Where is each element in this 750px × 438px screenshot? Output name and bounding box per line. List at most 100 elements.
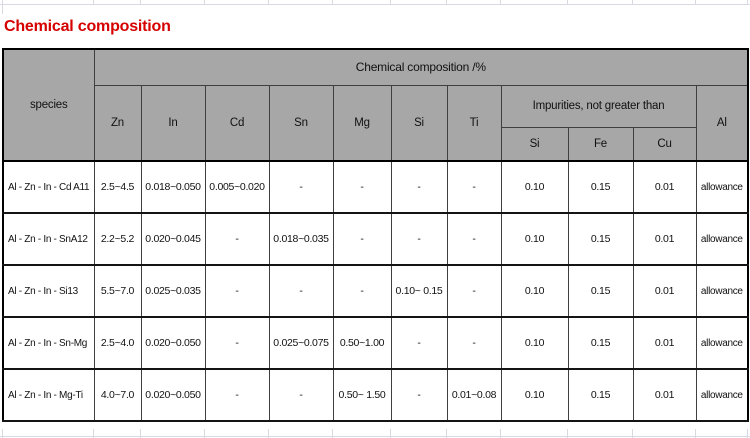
cell-zn: 2.5~4.0 [93, 316, 142, 370]
cell-sn: 0.018~0.035 [268, 212, 334, 266]
gridline-tick [332, 429, 333, 438]
header-zn: Zn [93, 84, 142, 162]
gridline-tick [390, 0, 391, 4]
gridline-tick [140, 0, 141, 4]
cell-in: 0.020~0.050 [140, 368, 206, 422]
table-row: Al - Zn - In - Mg-Ti 4.0~7.0 0.020~0.050… [2, 368, 749, 422]
cell-ti: - [446, 212, 502, 266]
cell-mg: 0.50~1.00 [332, 316, 392, 370]
header-sn: Sn [268, 84, 334, 162]
cell-zn: 2.5~4.5 [93, 160, 142, 214]
cell-imp-fe: 0.15 [567, 316, 634, 370]
gridline-tick [140, 429, 141, 438]
chemical-composition-table: species Chemical composition /% Zn In Cd… [2, 48, 750, 422]
header-ti: Ti [446, 84, 502, 162]
gridline-tick [93, 0, 94, 4]
cell-imp-si: 0.10 [500, 316, 569, 370]
gridline-tick [747, 0, 748, 4]
gridline-tick [747, 429, 748, 438]
cell-cd: - [204, 212, 270, 266]
gridline-tick [332, 0, 333, 4]
cell-ti: 0.01~0.08 [446, 368, 502, 422]
header-impurity-cu: Cu [632, 126, 697, 162]
cell-zn: 2.2~5.2 [93, 212, 142, 266]
cell-imp-fe: 0.15 [567, 264, 634, 318]
gridline-tick [695, 0, 696, 4]
cell-in: 0.020~0.045 [140, 212, 206, 266]
cell-mg: - [332, 212, 392, 266]
table-row: Al - Zn - In - SnA12 2.2~5.2 0.020~0.045… [2, 212, 749, 266]
cell-species: Al - Zn - In - Si13 [2, 264, 95, 318]
cell-species: Al - Zn - In - Cd A11 [2, 160, 95, 214]
header-mg: Mg [332, 84, 392, 162]
table-row: Al - Zn - In - Sn-Mg 2.5~4.0 0.020~0.050… [2, 316, 749, 370]
cell-si: - [390, 160, 448, 214]
cell-mg: 0.50~ 1.50 [332, 368, 392, 422]
cell-cd: - [204, 316, 270, 370]
cell-imp-si: 0.10 [500, 368, 569, 422]
cell-mg: - [332, 264, 392, 318]
cell-al: allowance [695, 212, 749, 266]
cell-al: allowance [695, 368, 749, 422]
gridline-tick [204, 0, 205, 4]
cell-al: allowance [695, 316, 749, 370]
gridline-tick [567, 429, 568, 438]
cell-species: Al - Zn - In - SnA12 [2, 212, 95, 266]
gridline-tick [567, 0, 568, 4]
cell-ti: - [446, 316, 502, 370]
cell-imp-cu: 0.01 [632, 212, 697, 266]
cell-si: - [390, 212, 448, 266]
gridline-tick [632, 0, 633, 4]
gridline-tick [2, 4, 3, 14]
cell-imp-cu: 0.01 [632, 316, 697, 370]
header-species: species [2, 48, 95, 162]
cell-mg: - [332, 160, 392, 214]
cell-zn: 4.0~7.0 [93, 368, 142, 422]
cell-species: Al - Zn - In - Sn-Mg [2, 316, 95, 370]
cell-species: Al - Zn - In - Mg-Ti [2, 368, 95, 422]
table-row: Al - Zn - In - Si13 5.5~7.0 0.025~0.035 … [2, 264, 749, 318]
cell-cd: 0.005~0.020 [204, 160, 270, 214]
cell-al: allowance [695, 264, 749, 318]
header-si: Si [390, 84, 448, 162]
gridline-horizontal-top [0, 4, 750, 5]
gridline-horizontal-bottom [0, 436, 750, 437]
gridline-tick [500, 429, 501, 438]
gridline-tick [500, 0, 501, 4]
cell-al: allowance [695, 160, 749, 214]
header-composition-group: Chemical composition /% [93, 48, 749, 86]
gridline-tick [632, 429, 633, 438]
cell-si: - [390, 368, 448, 422]
header-cd: Cd [204, 84, 270, 162]
cell-zn: 5.5~7.0 [93, 264, 142, 318]
cell-cd: - [204, 264, 270, 318]
gridline-tick [695, 429, 696, 438]
cell-cd: - [204, 368, 270, 422]
cell-ti: - [446, 264, 502, 318]
cell-in: 0.025~0.035 [140, 264, 206, 318]
gridline-tick [390, 429, 391, 438]
table-row: Al - Zn - In - Cd A11 2.5~4.5 0.018~0.05… [2, 160, 749, 214]
cell-sn: 0.025~0.075 [268, 316, 334, 370]
cell-imp-cu: 0.01 [632, 160, 697, 214]
cell-imp-si: 0.10 [500, 212, 569, 266]
cell-sn: - [268, 368, 334, 422]
header-impurities-group: Impurities, not greater than [500, 84, 697, 128]
header-impurity-fe: Fe [567, 126, 634, 162]
cell-si: - [390, 316, 448, 370]
cell-imp-si: 0.10 [500, 264, 569, 318]
cell-si: 0.10~ 0.15 [390, 264, 448, 318]
gridline-tick [2, 429, 3, 438]
cell-ti: - [446, 160, 502, 214]
cell-imp-fe: 0.15 [567, 160, 634, 214]
cell-imp-cu: 0.01 [632, 368, 697, 422]
header-in: In [140, 84, 206, 162]
gridline-tick [268, 0, 269, 4]
gridline-tick [2, 0, 3, 4]
cell-sn: - [268, 160, 334, 214]
header-impurity-si: Si [500, 126, 569, 162]
cell-imp-si: 0.10 [500, 160, 569, 214]
gridline-tick [446, 0, 447, 4]
cell-imp-cu: 0.01 [632, 264, 697, 318]
